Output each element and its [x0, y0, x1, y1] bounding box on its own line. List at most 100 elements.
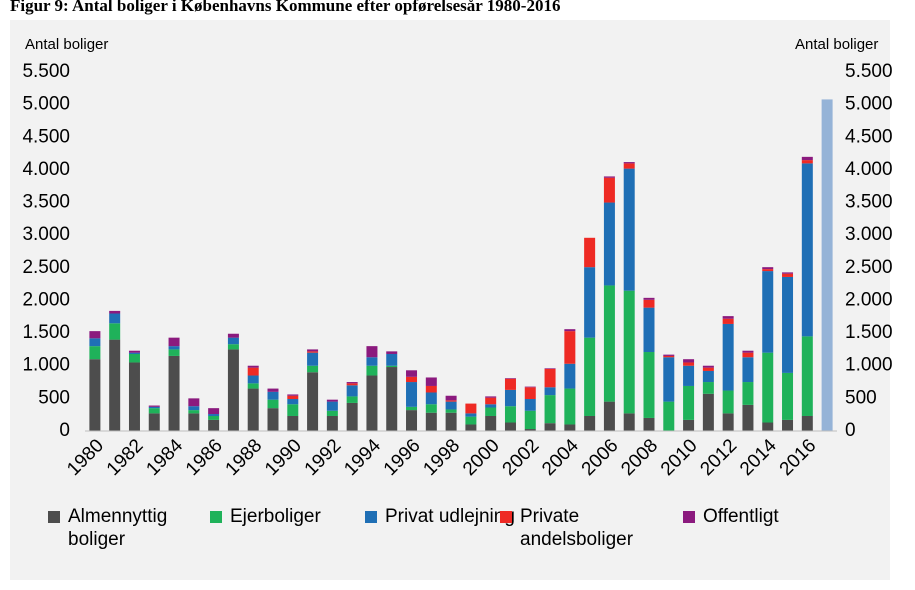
bar-segment	[326, 401, 338, 411]
bar-segment	[128, 352, 140, 354]
y2-tick-label: 1.500	[845, 322, 893, 343]
bar-segment	[702, 367, 714, 371]
bar-segment	[782, 372, 794, 420]
bar-segment	[346, 385, 358, 397]
bar-segment	[346, 383, 358, 386]
bar-segment	[603, 202, 615, 286]
bar-segment	[603, 285, 615, 402]
bar-segment	[524, 429, 536, 431]
bar-segment	[623, 290, 635, 414]
bar-segment	[168, 337, 180, 347]
bar-segment	[683, 385, 695, 420]
bar-segment	[801, 156, 813, 161]
bar-segment	[425, 412, 437, 431]
bar-segment	[702, 382, 714, 394]
bar-segment	[722, 413, 734, 431]
y2-axis-title: Antal boliger	[795, 36, 878, 53]
bar-segment	[762, 269, 774, 272]
y-tick-label: 3.500	[22, 192, 70, 213]
bar-segment	[425, 385, 437, 393]
bar-segment	[623, 162, 635, 164]
y2-tick-label: 500	[845, 387, 877, 408]
bar-segment	[544, 387, 556, 396]
bar-segment	[406, 370, 418, 377]
bar-segment	[603, 177, 615, 203]
bar-segment	[148, 405, 160, 407]
chart-title: Figur 9: Antal boliger i Københavns Komm…	[10, 0, 560, 15]
bar-segment	[208, 419, 220, 431]
bar-segment	[544, 368, 556, 369]
bar-segment	[227, 349, 239, 431]
bar-segment	[485, 397, 497, 405]
bar-segment	[564, 331, 576, 364]
bar-segment	[465, 413, 477, 417]
bar-segment	[168, 355, 180, 431]
bar-segment	[643, 352, 655, 418]
legend-label: Ejerboliger	[230, 506, 321, 527]
bar-segment	[702, 365, 714, 368]
bar-segment	[643, 307, 655, 353]
bar-segment	[326, 415, 338, 431]
bar-segment	[504, 389, 516, 407]
y2-tick-label: 4.000	[845, 159, 893, 180]
bar-segment	[742, 404, 754, 431]
bar-segment	[663, 354, 675, 356]
bar-segment	[445, 400, 457, 402]
bar-segment	[782, 419, 794, 431]
bar-segment	[168, 346, 180, 350]
bar-segment	[722, 318, 734, 324]
bar-segment	[465, 424, 477, 431]
bar-segment	[623, 163, 635, 169]
bar-segment	[307, 365, 319, 373]
bar-segment	[406, 382, 418, 407]
bar-segment	[247, 388, 259, 431]
bar-segment	[386, 365, 398, 368]
bar-segment	[584, 267, 596, 338]
y-tick-label: 3.000	[22, 224, 70, 245]
bar-segment	[386, 353, 398, 366]
bar-segment	[702, 393, 714, 431]
bar-segment	[148, 406, 160, 409]
bar-segment	[425, 404, 437, 413]
bar-segment	[762, 352, 774, 423]
bar-segment	[109, 323, 121, 340]
bar-segment	[188, 406, 200, 411]
y-tick-label: 2.000	[22, 289, 70, 310]
bar-segment	[247, 383, 259, 389]
bar-segment	[584, 337, 596, 416]
bar-segment	[287, 394, 299, 396]
legend-item: Almennyttig boliger	[48, 505, 208, 551]
bar-segment	[346, 396, 358, 403]
bar-segment	[307, 372, 319, 431]
bar-segment	[742, 357, 754, 383]
bar-segment	[247, 375, 259, 384]
bar-segment	[445, 412, 457, 431]
bar-segment	[643, 417, 655, 431]
bar-segment	[544, 395, 556, 424]
y-tick-label: 1.500	[22, 322, 70, 343]
bar-segment	[524, 399, 536, 411]
chart-background	[10, 20, 890, 580]
bar-segment	[683, 362, 695, 366]
bar-segment	[524, 410, 536, 430]
bar-segment	[683, 359, 695, 363]
bar-segment	[287, 399, 299, 405]
legend-item: Ejerboliger	[210, 505, 370, 528]
y2-tick-label: 1.000	[845, 355, 893, 376]
bar-segment	[584, 237, 596, 268]
bar-segment	[326, 410, 338, 416]
bar-segment	[267, 408, 279, 431]
legend: Almennyttig boliger Ejerboliger Privat udl…	[0, 505, 915, 565]
y-tick-label: 5.000	[22, 94, 70, 115]
bar-segment	[287, 404, 299, 416]
legend-swatch	[210, 511, 222, 523]
bar-segment	[247, 365, 259, 368]
bar-segment	[168, 349, 180, 356]
bar-segment	[366, 346, 378, 358]
bar-segment	[307, 352, 319, 366]
bar-segment	[386, 351, 398, 354]
bar-segment	[128, 350, 140, 353]
bar-segment	[89, 359, 101, 431]
bar-segment	[346, 402, 358, 431]
